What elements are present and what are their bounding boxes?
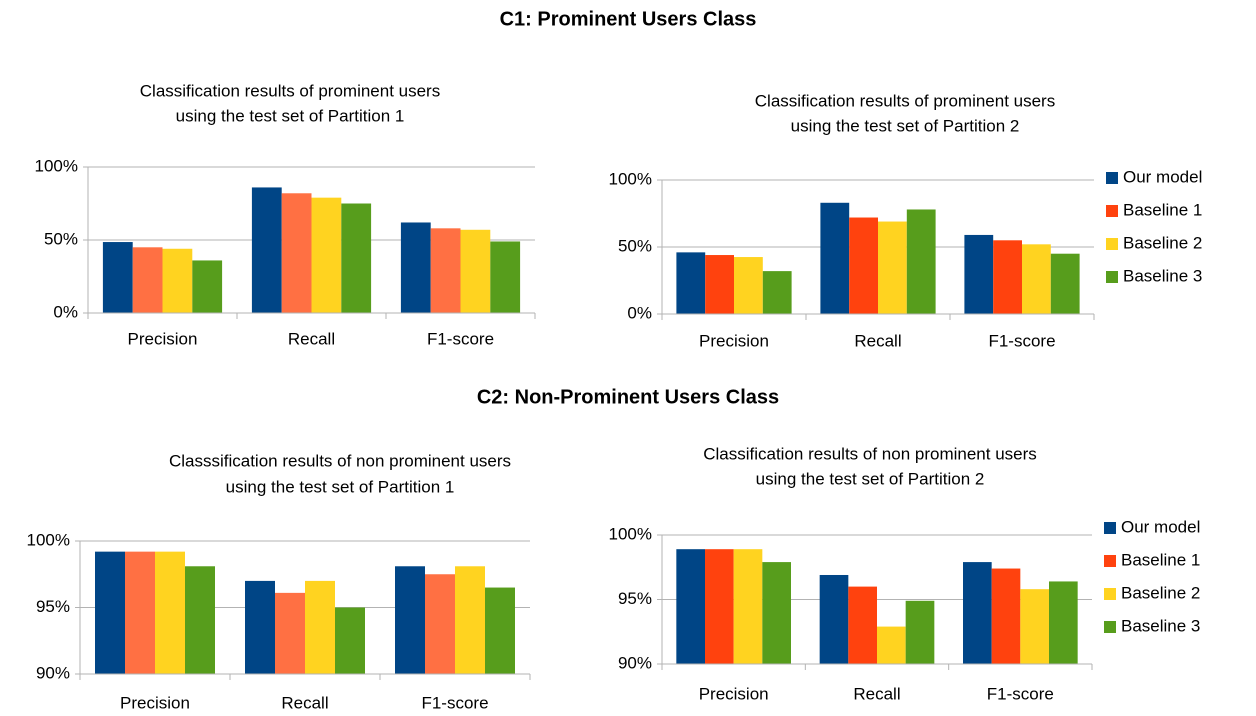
bar	[819, 574, 849, 664]
x-tick-label: Precision	[128, 329, 198, 348]
x-tick-label: Recall	[853, 684, 900, 703]
bar	[400, 222, 431, 313]
y-tick-label: 90%	[36, 663, 70, 682]
bar	[102, 242, 133, 313]
legend-swatch	[1106, 271, 1118, 283]
chart-title: Classification results of non prominent …	[703, 444, 1037, 463]
legend-label: Our model	[1123, 167, 1202, 186]
x-tick-label: Precision	[699, 331, 769, 350]
x-tick-label: F1-score	[987, 684, 1054, 703]
legend-swatch	[1104, 555, 1116, 567]
legend-label: Baseline 1	[1121, 550, 1200, 569]
y-tick-label: 100%	[35, 156, 78, 175]
bar	[1049, 581, 1078, 664]
bar	[245, 580, 275, 674]
bar	[906, 209, 936, 314]
legend-swatch	[1104, 588, 1116, 600]
bar	[964, 234, 994, 314]
legend-swatch	[1106, 238, 1118, 250]
chart-subtitle: using the test set of Partition 2	[791, 116, 1020, 135]
x-tick-label: F1-score	[427, 329, 494, 348]
section-heading: C1: Prominent Users Class	[500, 8, 757, 30]
chart-subtitle: using the test set of Partition 1	[176, 106, 405, 125]
bar	[993, 240, 1022, 314]
bar	[734, 257, 763, 314]
legend-label: Baseline 1	[1123, 200, 1202, 219]
bar	[1050, 253, 1080, 314]
bar	[305, 580, 335, 674]
y-tick-label: 95%	[618, 589, 652, 608]
bar	[485, 587, 515, 674]
x-tick-label: Recall	[281, 693, 328, 712]
y-tick-label: 100%	[609, 524, 652, 543]
bar	[1022, 244, 1051, 314]
x-tick-label: Recall	[288, 329, 335, 348]
bar	[877, 626, 906, 664]
y-tick-label: 50%	[618, 236, 652, 255]
chart-title: Classification results of prominent user…	[140, 81, 440, 100]
legend-swatch	[1104, 621, 1116, 633]
bar	[132, 247, 163, 313]
bar	[395, 566, 425, 674]
chart-subtitle: using the test set of Partition 2	[756, 469, 985, 488]
bar	[95, 551, 125, 674]
bar	[162, 248, 193, 313]
y-tick-label: 0%	[627, 303, 652, 322]
bar	[341, 203, 372, 313]
bar	[820, 202, 850, 314]
bar	[251, 187, 282, 313]
bar	[733, 549, 763, 664]
bar	[192, 260, 223, 313]
legend-label: Our model	[1121, 517, 1200, 536]
bar	[705, 255, 734, 314]
bar	[490, 241, 521, 313]
legend-label: Baseline 2	[1121, 583, 1200, 602]
bar	[991, 568, 1021, 664]
bar	[430, 228, 461, 313]
chart-title: Classsification results of non prominent…	[169, 451, 511, 470]
legend-swatch	[1104, 522, 1116, 534]
bar	[460, 229, 491, 313]
x-tick-label: Precision	[120, 693, 190, 712]
bar	[125, 551, 155, 674]
bar	[849, 217, 878, 314]
bar	[905, 600, 935, 664]
chart-subtitle: using the test set of Partition 1	[226, 477, 455, 496]
bar	[1020, 589, 1049, 664]
y-tick-label: 100%	[609, 169, 652, 188]
legend-swatch	[1106, 205, 1118, 217]
x-tick-label: F1-score	[988, 331, 1055, 350]
legend-label: Baseline 3	[1123, 266, 1202, 285]
bar	[762, 271, 792, 314]
bar	[335, 607, 365, 674]
y-tick-label: 100%	[27, 530, 70, 549]
legend-label: Baseline 2	[1123, 233, 1202, 252]
bar	[963, 562, 992, 664]
x-tick-label: Recall	[854, 331, 901, 350]
legend-swatch	[1106, 172, 1118, 184]
chart-title: Classification results of prominent user…	[755, 91, 1055, 110]
bar	[455, 566, 485, 674]
bar	[311, 197, 342, 313]
x-tick-label: Precision	[699, 684, 769, 703]
bar	[676, 549, 705, 664]
bar	[155, 551, 185, 674]
bar	[762, 562, 791, 664]
bar	[676, 252, 706, 314]
bar	[275, 592, 305, 674]
x-tick-label: F1-score	[421, 693, 488, 712]
bar	[185, 566, 215, 674]
y-tick-label: 50%	[44, 229, 78, 248]
bar	[705, 549, 734, 664]
section-heading: C2: Non-Prominent Users Class	[477, 386, 779, 408]
y-tick-label: 0%	[53, 302, 78, 321]
legend-label: Baseline 3	[1121, 616, 1200, 635]
bar	[281, 193, 312, 313]
y-tick-label: 95%	[36, 597, 70, 616]
bar	[848, 586, 877, 664]
bar	[425, 574, 455, 674]
bar	[878, 221, 907, 314]
y-tick-label: 90%	[618, 653, 652, 672]
